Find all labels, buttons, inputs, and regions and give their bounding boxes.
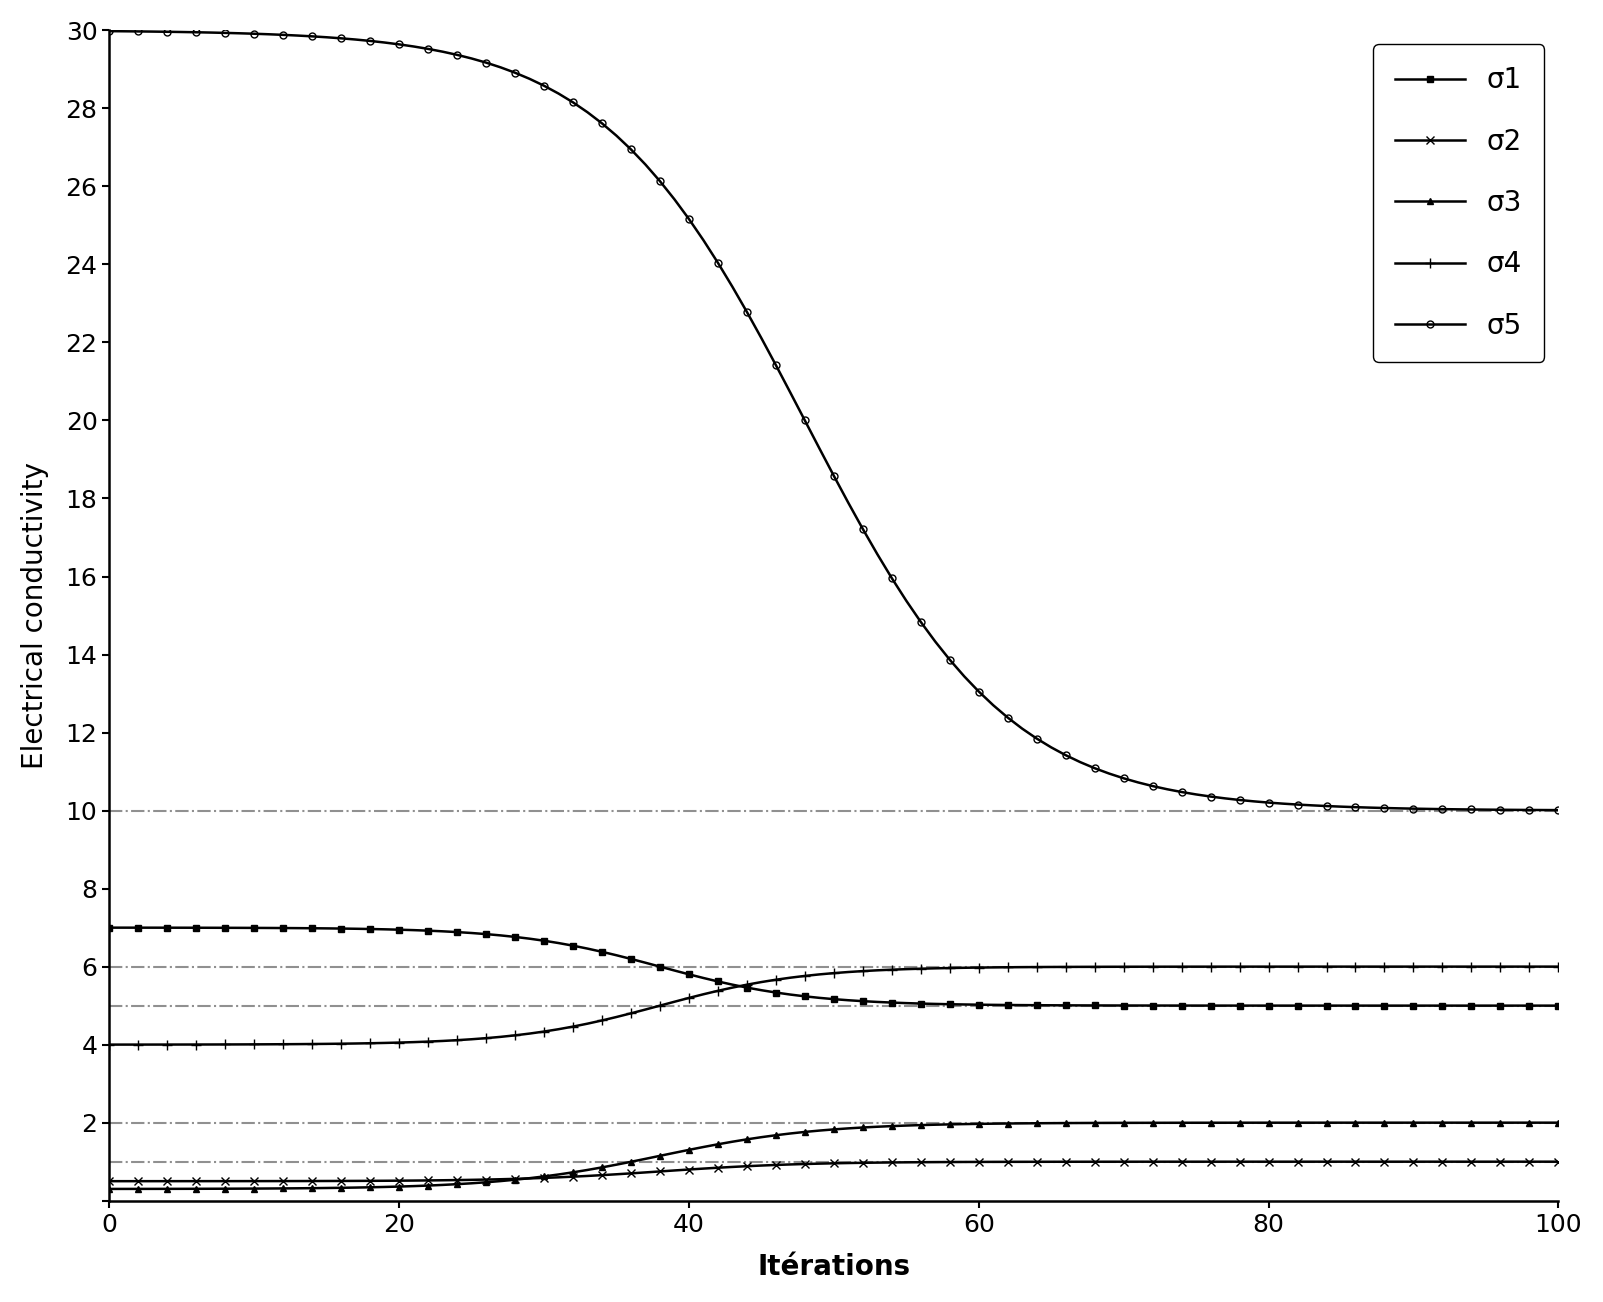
σ5 xyxy=(970,684,989,699)
σ1 xyxy=(1548,997,1568,1013)
σ5 xyxy=(200,25,220,40)
σ1 xyxy=(462,926,481,941)
σ4 xyxy=(200,1036,220,1052)
σ1 xyxy=(1114,997,1133,1013)
σ4 xyxy=(462,1031,481,1047)
σ1 xyxy=(970,997,989,1013)
σ2 xyxy=(766,1157,785,1173)
Line: σ4: σ4 xyxy=(104,962,1563,1049)
Line: σ1: σ1 xyxy=(106,924,1561,1009)
σ1 xyxy=(1186,997,1205,1013)
σ4 xyxy=(766,971,785,987)
σ2 xyxy=(970,1154,989,1169)
σ3 xyxy=(99,1181,119,1197)
σ4 xyxy=(970,960,989,975)
Y-axis label: Electrical conductivity: Electrical conductivity xyxy=(21,462,48,769)
σ3 xyxy=(1548,1115,1568,1130)
σ1 xyxy=(99,919,119,935)
σ3 xyxy=(766,1128,785,1143)
σ3 xyxy=(200,1181,220,1197)
σ3 xyxy=(1186,1115,1205,1130)
Line: σ2: σ2 xyxy=(106,1157,1563,1185)
σ2 xyxy=(1114,1154,1133,1169)
σ4 xyxy=(99,1036,119,1052)
σ5 xyxy=(1548,802,1568,818)
σ2 xyxy=(99,1173,119,1189)
Line: σ5: σ5 xyxy=(106,27,1561,814)
σ5 xyxy=(1186,786,1205,802)
σ4 xyxy=(1186,958,1205,974)
Legend: σ1, σ2, σ3, σ4, σ5: σ1, σ2, σ3, σ4, σ5 xyxy=(1374,44,1544,362)
σ4 xyxy=(1114,960,1133,975)
σ1 xyxy=(200,921,220,936)
σ5 xyxy=(99,23,119,39)
σ5 xyxy=(462,51,481,66)
σ2 xyxy=(462,1172,481,1187)
σ2 xyxy=(200,1173,220,1189)
σ4 xyxy=(1548,958,1568,974)
σ3 xyxy=(970,1116,989,1131)
σ5 xyxy=(1114,771,1133,786)
σ1 xyxy=(766,984,785,1000)
X-axis label: Itérations: Itérations xyxy=(757,1253,911,1281)
σ2 xyxy=(1548,1154,1568,1169)
σ5 xyxy=(766,357,785,372)
Line: σ3: σ3 xyxy=(106,1120,1561,1193)
σ3 xyxy=(462,1176,481,1191)
σ3 xyxy=(1114,1115,1133,1130)
σ2 xyxy=(1186,1154,1205,1169)
